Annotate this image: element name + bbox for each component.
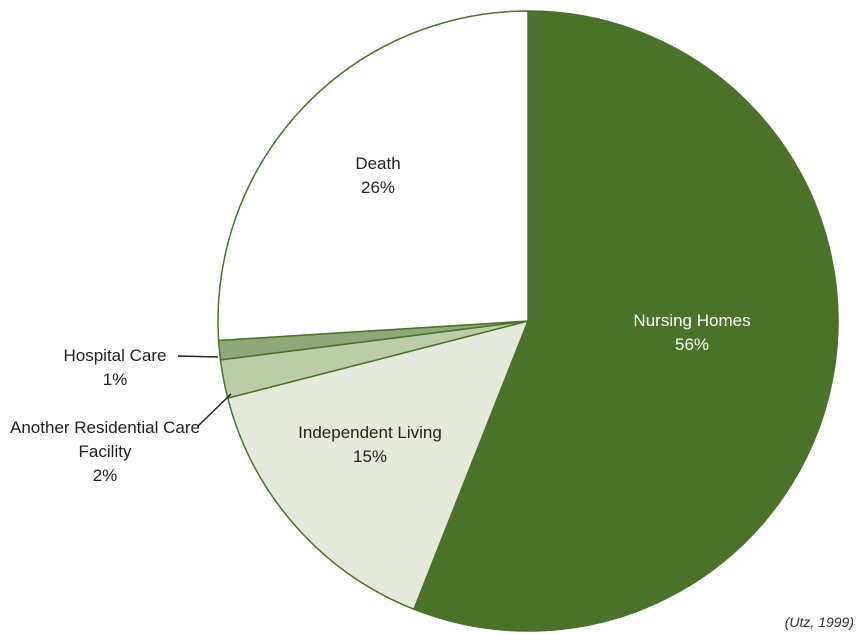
slice-value: 1% <box>102 370 128 389</box>
slice-value: 15% <box>352 447 388 466</box>
leader-line <box>197 393 232 427</box>
slice-value: 56% <box>674 335 710 354</box>
pie-slice <box>217 10 529 342</box>
slice-label: Another Residential Care Facility 2% <box>10 416 200 488</box>
slice-value: 26% <box>360 178 396 197</box>
slice-value: 2% <box>92 466 118 485</box>
slice-category: Nursing Homes <box>633 311 751 330</box>
slice-category: Hospital Care <box>63 346 167 365</box>
leader-line <box>177 355 219 358</box>
slice-category: Another Residential Care Facility <box>10 418 200 461</box>
slice-category: Independent Living <box>298 423 442 442</box>
pie-slice <box>226 319 530 611</box>
slice-label: Death 26% <box>298 152 458 200</box>
slice-category: Death <box>355 154 401 173</box>
source-note: (Utz, 1999) <box>784 614 854 630</box>
slice-label: Hospital Care 1% <box>45 344 185 392</box>
pie-slice <box>412 10 839 632</box>
slice-label: Independent Living 15% <box>270 421 470 469</box>
slice-label: Nursing Homes 56% <box>592 309 792 357</box>
